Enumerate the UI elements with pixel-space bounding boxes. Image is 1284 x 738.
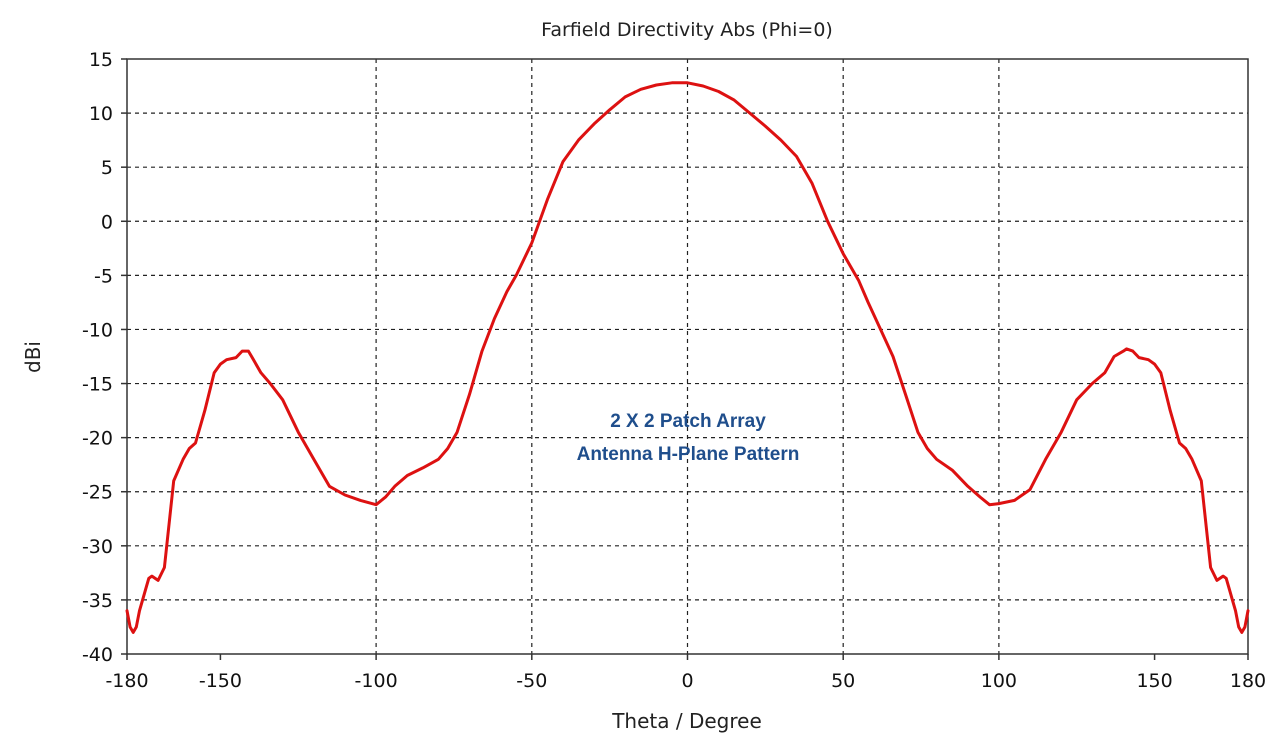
annotation-line-2: Antenna H-Plane Pattern [577, 444, 800, 465]
y-tick-label: 0 [101, 211, 113, 233]
y-axis: 15 10 5 0 -5 -10 -15 -20 -25 -30 -35 -40 [82, 49, 127, 666]
x-tick-label: 50 [831, 670, 855, 692]
y-tick-label: -35 [82, 590, 113, 612]
y-tick-label: -40 [82, 644, 113, 666]
grid [127, 59, 1248, 654]
y-tick-label: 15 [89, 49, 113, 71]
y-axis-title: dBi [21, 341, 45, 373]
x-tick-label: -100 [355, 670, 398, 692]
x-tick-label: 0 [681, 670, 693, 692]
annotation-line-1: 2 X 2 Patch Array [610, 411, 766, 432]
y-tick-label: -15 [82, 374, 113, 396]
x-axis: -180 -150 -100 -50 0 50 100 150 180 [105, 654, 1266, 692]
y-tick-label: -20 [82, 428, 113, 450]
x-axis-title: Theta / Degree [611, 709, 762, 733]
x-tick-label: -150 [199, 670, 242, 692]
y-tick-label: -25 [82, 482, 113, 504]
y-tick-label: -5 [94, 265, 113, 287]
directivity-series-line [125, 81, 1250, 634]
chart-title: Farfield Directivity Abs (Phi=0) [541, 19, 833, 41]
x-tick-label: 180 [1230, 670, 1266, 692]
x-tick-label: -50 [516, 670, 547, 692]
y-tick-label: 5 [101, 157, 113, 179]
x-tick-label: 150 [1136, 670, 1172, 692]
x-tick-label: -180 [105, 670, 148, 692]
x-tick-label: 100 [981, 670, 1017, 692]
y-tick-label: -30 [82, 536, 113, 558]
y-tick-label: -10 [82, 319, 113, 341]
y-tick-label: 10 [89, 103, 113, 125]
